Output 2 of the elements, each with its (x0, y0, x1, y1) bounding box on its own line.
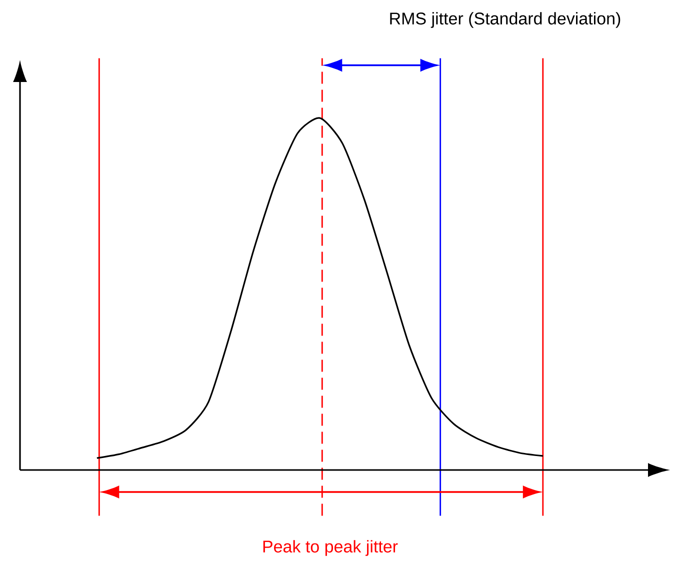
text: RMS jitter (Standard deviation) (390, 12, 620, 28)
text: Peak to peak jitter (263, 540, 398, 556)
